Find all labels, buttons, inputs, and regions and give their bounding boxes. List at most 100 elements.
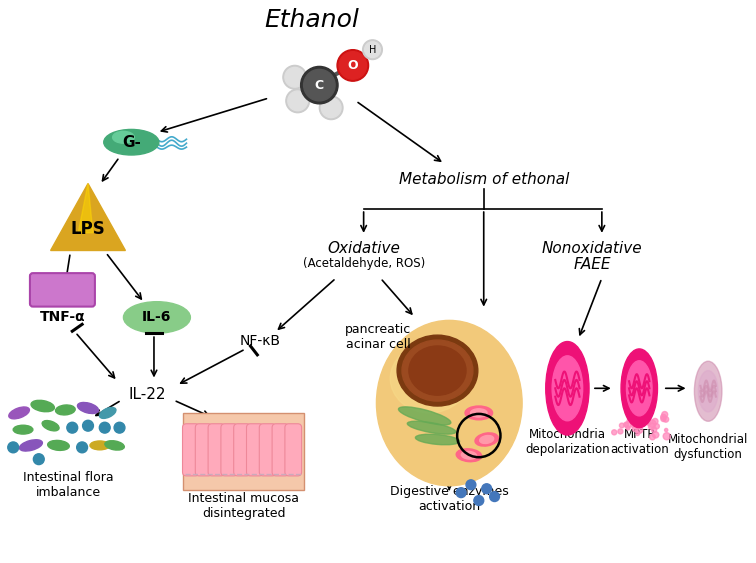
FancyBboxPatch shape xyxy=(234,424,250,476)
Text: G-: G- xyxy=(122,135,141,150)
Circle shape xyxy=(482,484,491,494)
Circle shape xyxy=(288,91,308,111)
Circle shape xyxy=(363,40,383,60)
Ellipse shape xyxy=(398,407,451,425)
Ellipse shape xyxy=(76,442,88,453)
FancyBboxPatch shape xyxy=(221,424,237,476)
Text: NF-κB: NF-κB xyxy=(240,334,280,348)
FancyBboxPatch shape xyxy=(246,424,263,476)
FancyBboxPatch shape xyxy=(259,424,276,476)
Ellipse shape xyxy=(13,425,33,434)
Circle shape xyxy=(304,69,335,101)
Text: IL-6: IL-6 xyxy=(142,310,172,324)
Text: H: H xyxy=(369,44,376,55)
Text: Metabolism of ethonal: Metabolism of ethonal xyxy=(398,172,569,187)
Text: (Acetaldehyde, ROS): (Acetaldehyde, ROS) xyxy=(302,257,425,270)
Text: pancreatic
acinar cell: pancreatic acinar cell xyxy=(345,323,411,351)
Circle shape xyxy=(627,419,631,423)
Ellipse shape xyxy=(9,407,29,419)
Ellipse shape xyxy=(99,422,110,433)
Polygon shape xyxy=(51,184,125,251)
Circle shape xyxy=(663,417,668,422)
Circle shape xyxy=(490,491,500,502)
Circle shape xyxy=(339,52,367,79)
Text: Intestinal mucosa
disintegrated: Intestinal mucosa disintegrated xyxy=(188,493,299,520)
Ellipse shape xyxy=(465,406,493,420)
Ellipse shape xyxy=(546,342,589,435)
Ellipse shape xyxy=(409,346,466,395)
Circle shape xyxy=(321,98,341,118)
Circle shape xyxy=(649,420,656,427)
Circle shape xyxy=(630,413,634,418)
Circle shape xyxy=(636,432,640,436)
Text: MPTP
activation: MPTP activation xyxy=(610,428,668,457)
Circle shape xyxy=(637,413,641,418)
Ellipse shape xyxy=(407,421,456,434)
Ellipse shape xyxy=(105,441,124,450)
Ellipse shape xyxy=(33,454,44,464)
Circle shape xyxy=(663,432,671,440)
Circle shape xyxy=(646,420,651,425)
Ellipse shape xyxy=(100,408,116,418)
Ellipse shape xyxy=(695,361,722,421)
FancyBboxPatch shape xyxy=(184,413,304,490)
Circle shape xyxy=(619,423,624,428)
Text: C: C xyxy=(314,79,324,92)
Text: Ethanol: Ethanol xyxy=(264,8,359,32)
Text: Mitochondrial
dysfunction: Mitochondrial dysfunction xyxy=(668,434,748,461)
Circle shape xyxy=(631,421,637,428)
Polygon shape xyxy=(78,184,93,233)
Text: FAEE: FAEE xyxy=(573,257,611,272)
Circle shape xyxy=(652,418,658,424)
Circle shape xyxy=(649,434,655,440)
Ellipse shape xyxy=(77,403,98,413)
Ellipse shape xyxy=(552,356,583,421)
Text: TNF-α: TNF-α xyxy=(39,310,85,324)
Circle shape xyxy=(652,432,658,438)
FancyBboxPatch shape xyxy=(208,424,225,476)
Text: Intestinal flora
imbalance: Intestinal flora imbalance xyxy=(23,471,113,499)
Circle shape xyxy=(466,480,476,490)
Circle shape xyxy=(634,419,641,426)
Text: O: O xyxy=(348,59,358,72)
Ellipse shape xyxy=(114,422,125,433)
Ellipse shape xyxy=(475,433,498,446)
FancyBboxPatch shape xyxy=(195,424,212,476)
Text: Nonoxidative: Nonoxidative xyxy=(542,241,643,256)
Ellipse shape xyxy=(415,434,460,445)
Ellipse shape xyxy=(104,129,159,155)
Ellipse shape xyxy=(90,441,110,450)
Text: IL-22: IL-22 xyxy=(129,387,166,402)
Circle shape xyxy=(636,415,641,419)
Ellipse shape xyxy=(20,440,42,451)
Circle shape xyxy=(337,50,369,81)
Circle shape xyxy=(285,68,305,87)
Circle shape xyxy=(364,42,380,57)
Circle shape xyxy=(283,65,306,89)
FancyBboxPatch shape xyxy=(182,424,200,476)
Ellipse shape xyxy=(621,349,658,428)
FancyBboxPatch shape xyxy=(272,424,289,476)
Circle shape xyxy=(661,417,666,422)
Text: LPS: LPS xyxy=(70,220,105,238)
Circle shape xyxy=(633,412,636,415)
Ellipse shape xyxy=(479,436,494,444)
Ellipse shape xyxy=(113,131,135,143)
Circle shape xyxy=(319,96,343,119)
Ellipse shape xyxy=(31,400,54,412)
Circle shape xyxy=(456,488,466,498)
Ellipse shape xyxy=(48,440,70,450)
Ellipse shape xyxy=(55,405,75,415)
Ellipse shape xyxy=(8,442,19,453)
Ellipse shape xyxy=(470,409,487,417)
FancyBboxPatch shape xyxy=(30,273,95,307)
Ellipse shape xyxy=(82,421,94,431)
Circle shape xyxy=(661,414,666,420)
Circle shape xyxy=(474,495,484,506)
Circle shape xyxy=(652,427,657,432)
Ellipse shape xyxy=(123,302,191,333)
Circle shape xyxy=(624,422,631,428)
Circle shape xyxy=(649,423,655,430)
Ellipse shape xyxy=(699,370,718,412)
Text: Digestive enzymes
activation: Digestive enzymes activation xyxy=(390,485,509,512)
